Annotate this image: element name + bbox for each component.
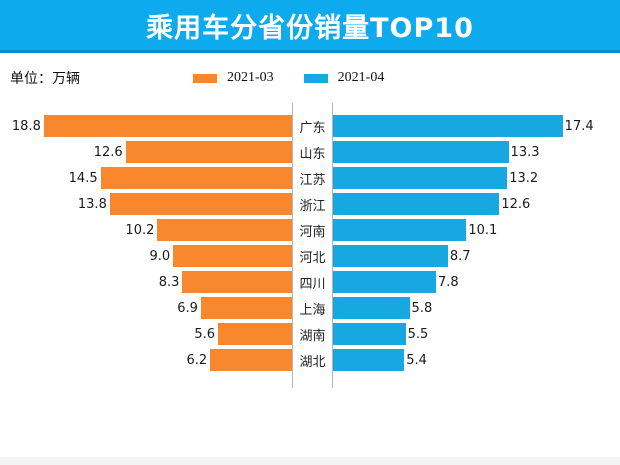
- row-left-zone: 13.8: [0, 193, 292, 215]
- province-label: 四川: [299, 275, 326, 291]
- bar-value-left: 13.8: [77, 196, 107, 212]
- chart-row: 14.5 江苏 13.2: [0, 167, 620, 189]
- bar-value-left: 6.9: [177, 300, 198, 316]
- bar-2021-03: [43, 115, 292, 137]
- row-left-zone: 14.5: [0, 167, 292, 189]
- bar-2021-03: [210, 349, 292, 371]
- bar-2021-04: [333, 219, 467, 241]
- row-left-zone: 6.2: [0, 349, 292, 371]
- row-right-zone: 5.8: [333, 297, 620, 319]
- bar-value-left: 12.6: [93, 144, 123, 160]
- province-label: 广东: [299, 119, 326, 135]
- province-label: 上海: [299, 301, 326, 317]
- bar-value-left: 14.5: [68, 170, 98, 186]
- row-right-zone: 10.1: [333, 219, 620, 241]
- bar-2021-03: [100, 167, 292, 189]
- bar-value-right: 10.1: [468, 222, 498, 238]
- unit-label: 单位：万辆: [10, 72, 80, 87]
- bar-value-right: 13.3: [510, 144, 540, 160]
- bar-2021-03: [125, 141, 292, 163]
- row-right-zone: 12.6: [333, 193, 620, 215]
- row-right-zone: 13.3: [333, 141, 620, 163]
- bar-value-right: 8.7: [449, 248, 471, 264]
- province-label: 河南: [299, 223, 326, 239]
- legend-item-2021-04: 2021-04: [303, 70, 385, 86]
- page-title-bar: 乘用车分省份销量TOP10: [0, 0, 620, 53]
- province-label: 江苏: [299, 171, 326, 187]
- legend-label-2021-03: 2021-03: [227, 70, 274, 85]
- bar-value-right: 5.8: [411, 300, 433, 316]
- bar-value-left: 10.2: [125, 222, 155, 238]
- row-right-zone: 17.4: [333, 115, 620, 137]
- bar-2021-04: [333, 271, 436, 293]
- legend-swatch-orange: [193, 73, 217, 83]
- chart-row: 8.3 四川 7.8: [0, 271, 620, 293]
- bar-value-left: 6.2: [186, 352, 208, 368]
- row-left-zone: 5.6: [0, 323, 292, 345]
- bar-2021-04: [333, 349, 405, 371]
- province-label: 湖南: [299, 327, 326, 343]
- chart-row: 9.0 河北 8.7: [0, 245, 620, 267]
- chart-row: 6.2 湖北 5.4: [0, 349, 620, 371]
- legend-item-2021-03: 2021-03: [193, 70, 274, 86]
- row-left-zone: 8.3: [0, 271, 292, 293]
- row-left-zone: 9.0: [0, 245, 292, 267]
- bar-value-left: 8.3: [158, 274, 180, 290]
- axis-column: [292, 103, 333, 388]
- page-title: 乘用车分省份销量TOP10: [146, 12, 474, 44]
- chart-row: 6.9 上海 5.8: [0, 297, 620, 319]
- bar-2021-03: [218, 323, 292, 345]
- legend-label-2021-04: 2021-04: [337, 70, 385, 85]
- province-label: 河北: [299, 249, 326, 265]
- bar-value-right: 13.2: [509, 170, 539, 186]
- row-left-zone: 10.2: [0, 219, 292, 241]
- bar-value-right: 5.5: [407, 326, 429, 342]
- bar-2021-04: [333, 115, 563, 137]
- bar-2021-04: [333, 245, 448, 267]
- bar-value-right: 5.4: [406, 352, 427, 368]
- chart-rows: 18.8 广东 17.4 12.6 山东 13.3 14.5 江苏 13.2: [0, 115, 620, 375]
- province-label: 山东: [299, 145, 326, 161]
- legend-swatch-blue: [303, 73, 328, 83]
- bar-value-right: 7.8: [437, 274, 459, 290]
- row-right-zone: 8.7: [333, 245, 620, 267]
- chart-row: 10.2 河南 10.1: [0, 219, 620, 241]
- bar-2021-04: [333, 167, 508, 189]
- province-label: 浙江: [299, 197, 326, 213]
- row-left-zone: 12.6: [0, 141, 292, 163]
- row-left-zone: 6.9: [0, 297, 292, 319]
- bar-2021-04: [333, 297, 410, 319]
- row-right-zone: 13.2: [333, 167, 620, 189]
- bar-value-right: 12.6: [501, 196, 531, 212]
- row-left-zone: 18.8: [0, 115, 292, 137]
- chart-row: 12.6 山东 13.3: [0, 141, 620, 163]
- bar-2021-03: [200, 297, 292, 319]
- bar-2021-04: [333, 141, 509, 163]
- row-right-zone: 5.5: [333, 323, 620, 345]
- bar-2021-03: [157, 219, 292, 241]
- chart-row: 13.8 浙江 12.6: [0, 193, 620, 215]
- bar-value-left: 18.8: [11, 118, 41, 134]
- row-right-zone: 5.4: [333, 349, 620, 371]
- bar-2021-04: [333, 323, 406, 345]
- row-right-zone: 7.8: [333, 271, 620, 293]
- chart-row: 18.8 广东 17.4: [0, 115, 620, 137]
- bar-value-left: 5.6: [194, 326, 216, 342]
- footer-strip: [0, 457, 620, 465]
- bar-2021-03: [182, 271, 292, 293]
- legend: 2021-03 2021-04: [193, 70, 384, 86]
- bar-2021-03: [109, 193, 292, 215]
- bar-2021-03: [173, 245, 292, 267]
- chart-row: 5.6 湖南 5.5: [0, 323, 620, 345]
- province-label: 湖北: [299, 353, 326, 369]
- bar-value-right: 17.4: [564, 118, 594, 134]
- bar-2021-04: [333, 193, 500, 215]
- bar-value-left: 9.0: [149, 248, 171, 264]
